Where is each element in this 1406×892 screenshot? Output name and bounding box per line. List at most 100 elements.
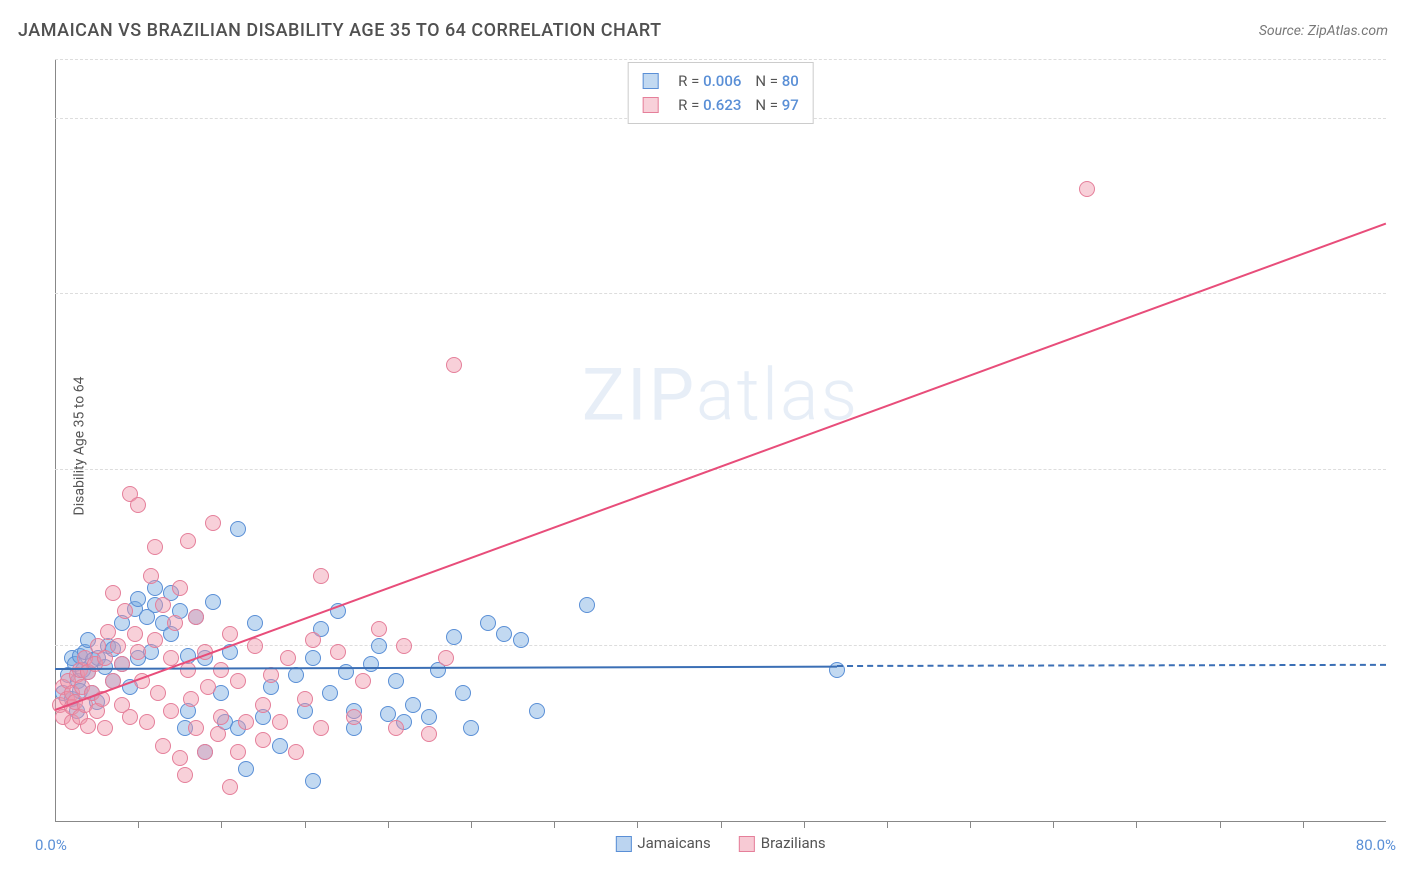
data-point [222,779,238,795]
data-point [438,650,454,666]
data-point [197,744,213,760]
correlation-legend: R = 0.006N = 80R = 0.623N = 97 [627,62,814,124]
x-tick [1220,822,1221,828]
x-tick [887,822,888,828]
data-point [183,691,199,707]
plot-region: ZIPatlas R = 0.006N = 80R = 0.623N = 97 … [55,60,1386,822]
data-point [177,767,193,783]
chart-title: JAMAICAN VS BRAZILIAN DISABILITY AGE 35 … [18,20,662,41]
data-point [97,720,113,736]
data-point [80,718,96,734]
x-tick [1136,822,1137,828]
data-point [355,673,371,689]
data-point [205,594,221,610]
data-point [100,624,116,640]
x-tick [554,822,555,828]
legend-row: R = 0.006N = 80 [642,69,799,93]
data-point [130,644,146,660]
legend-swatch [615,836,631,852]
data-point [297,691,313,707]
trend-line [837,664,1386,667]
data-point [330,644,346,660]
x-tick [138,822,139,828]
legend-item: Jamaicans [615,834,710,852]
data-point [180,533,196,549]
x-tick [471,822,472,828]
y-tick-label: 45.0% [1396,267,1406,285]
x-tick [388,822,389,828]
legend-swatch [739,836,755,852]
data-point [247,615,263,631]
y-tick-label: 60.0% [1396,92,1406,110]
data-point [105,585,121,601]
data-point [272,714,288,730]
x-tick [804,822,805,828]
data-point [263,667,279,683]
data-point [117,603,133,619]
data-point [122,709,138,725]
data-point [363,656,379,672]
data-point [238,714,254,730]
legend-swatch [642,97,658,113]
data-point [446,629,462,645]
data-point [313,568,329,584]
data-point [322,685,338,701]
data-point [172,580,188,596]
x-tick [221,822,222,828]
data-point [305,773,321,789]
data-point [371,638,387,654]
x-tick [721,822,722,828]
data-point [446,357,462,373]
x-tick [637,822,638,828]
legend-swatch [642,73,658,89]
data-point [238,761,254,777]
source-attribution: Source: ZipAtlas.com [1259,23,1388,39]
data-point [210,726,226,742]
data-point [346,709,362,725]
gridline [55,59,1386,60]
data-point [139,714,155,730]
legend-item: Brazilians [739,834,826,852]
data-point [172,750,188,766]
data-point [230,744,246,760]
header: JAMAICAN VS BRAZILIAN DISABILITY AGE 35 … [18,20,1388,41]
data-point [167,615,183,631]
data-point [163,703,179,719]
data-point [480,615,496,631]
watermark: ZIPatlas [582,353,859,438]
data-point [155,597,171,613]
data-point [230,673,246,689]
data-point [130,591,146,607]
data-point [513,632,529,648]
x-tick [305,822,306,828]
data-point [147,632,163,648]
gridline [55,469,1386,470]
data-point [421,709,437,725]
x-tick [970,822,971,828]
data-point [388,673,404,689]
y-tick-label: 15.0% [1396,619,1406,637]
x-max-label: 80.0% [1356,836,1396,854]
data-point [396,638,412,654]
data-point [496,626,512,642]
trend-line [55,222,1387,710]
data-point [255,732,271,748]
data-point [205,515,221,531]
data-point [222,626,238,642]
data-point [305,632,321,648]
data-point [405,697,421,713]
chart-area: ZIPatlas R = 0.006N = 80R = 0.623N = 97 … [55,60,1386,822]
data-point [143,568,159,584]
data-point [305,650,321,666]
x-origin-label: 0.0% [35,836,67,854]
data-point [110,638,126,654]
x-tick [1053,822,1054,828]
data-point [255,697,271,713]
data-point [188,720,204,736]
data-point [213,709,229,725]
data-point [155,738,171,754]
data-point [288,744,304,760]
data-point [272,738,288,754]
data-point [313,720,329,736]
x-tick [1303,822,1304,828]
